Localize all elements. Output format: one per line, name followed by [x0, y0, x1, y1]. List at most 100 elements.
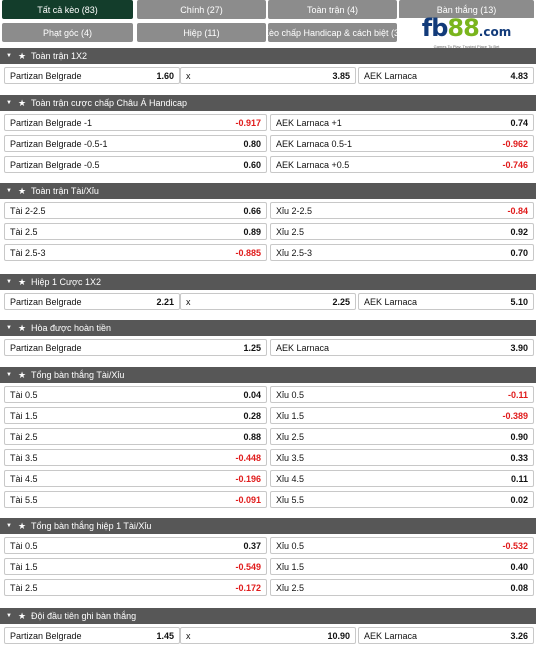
section-header[interactable]: ▼ ★ Tổng bàn thắng Tài/Xỉu — [0, 367, 536, 383]
collapse-chevron-icon[interactable]: ▼ — [6, 613, 12, 619]
odds-cell[interactable]: Xỉu 2-2.5 -0.84 — [270, 202, 534, 219]
tab-all-markets[interactable]: Tất cả kèo (83) — [2, 0, 133, 19]
favorite-star-icon[interactable]: ★ — [18, 185, 27, 196]
collapse-chevron-icon[interactable]: ▼ — [6, 325, 12, 331]
selection-label: x — [186, 296, 191, 307]
odds-cell[interactable]: Xỉu 1.5 0.40 — [270, 558, 534, 575]
odds-value: 0.88 — [243, 431, 261, 442]
tab-full-match[interactable]: Toàn trận (4) — [268, 0, 397, 19]
odds-cell[interactable]: Tài 1.5 -0.549 — [4, 558, 267, 575]
odds-cell[interactable]: AEK Larnaca 5.10 — [358, 293, 534, 310]
odds-cell[interactable]: AEK Larnaca 0.5-1 -0.962 — [270, 135, 534, 152]
odds-cell[interactable]: Xỉu 0.5 -0.11 — [270, 386, 534, 403]
favorite-star-icon[interactable]: ★ — [18, 50, 27, 61]
favorite-star-icon[interactable]: ★ — [18, 276, 27, 287]
selection-label: Partizan Belgrade -0.5-1 — [10, 138, 108, 149]
selection-label: AEK Larnaca — [364, 70, 418, 81]
section-header[interactable]: ▼ ★ Đội đầu tiên ghi bàn thắng — [0, 608, 536, 624]
tab-handicap[interactable]: Kèo chấp Handicap & cách biệt (3) — [268, 23, 397, 42]
favorite-star-icon[interactable]: ★ — [18, 369, 27, 380]
odds-row: Partizan Belgrade -0.5-1 0.80 AEK Larnaca … — [0, 135, 536, 152]
odds-cell[interactable]: Xỉu 2.5-3 0.70 — [270, 244, 534, 261]
selection-label: Tài 0.5 — [10, 389, 38, 400]
odds-cell[interactable]: AEK Larnaca +0.5 -0.746 — [270, 156, 534, 173]
odds-cell[interactable]: Tài 2.5 0.89 — [4, 223, 267, 240]
odds-cell[interactable]: Xỉu 2.5 0.92 — [270, 223, 534, 240]
odds-row: Partizan Belgrade 2.21 x 2.25 AEK Larnaca 5.1… — [0, 293, 536, 310]
selection-label: Xỉu 0.5 — [276, 389, 305, 400]
favorite-star-icon[interactable]: ★ — [18, 610, 27, 621]
odds-cell[interactable]: Tài 2.5 -0.172 — [4, 579, 267, 596]
collapse-chevron-icon[interactable]: ▼ — [6, 279, 12, 285]
odds-cell[interactable]: Xỉu 5.5 0.02 — [270, 491, 534, 508]
section-header[interactable]: ▼ ★ Toàn trận 1X2 — [0, 48, 536, 64]
odds-value: 0.80 — [243, 138, 261, 149]
odds-cell[interactable]: Xỉu 4.5 0.11 — [270, 470, 534, 487]
odds-cell[interactable]: Partizan Belgrade 1.45 — [4, 627, 180, 644]
odds-value: 5.10 — [510, 296, 528, 307]
odds-cell[interactable]: Partizan Belgrade 1.60 — [4, 67, 180, 84]
favorite-star-icon[interactable]: ★ — [18, 97, 27, 108]
odds-cell[interactable]: Partizan Belgrade -1 -0.917 — [4, 114, 267, 131]
section-header[interactable]: ▼ ★ Hiệp 1 Cược 1X2 — [0, 274, 536, 290]
section-title: Tổng bàn thắng hiệp 1 Tài/Xỉu — [31, 521, 152, 531]
odds-cell[interactable]: Tài 4.5 -0.196 — [4, 470, 267, 487]
odds-cell[interactable]: Tài 2.5-3 -0.885 — [4, 244, 267, 261]
odds-value: 0.28 — [243, 410, 261, 421]
collapse-chevron-icon[interactable]: ▼ — [6, 523, 12, 529]
odds-value: 1.25 — [243, 342, 261, 353]
odds-cell[interactable]: Xỉu 1.5 -0.389 — [270, 407, 534, 424]
odds-cell[interactable]: Tài 0.5 0.04 — [4, 386, 267, 403]
selection-label: Tài 2.5-3 — [10, 247, 46, 258]
odds-cell[interactable]: Tài 3.5 -0.448 — [4, 449, 267, 466]
selection-label: Tài 2-2.5 — [10, 205, 46, 216]
favorite-star-icon[interactable]: ★ — [18, 322, 27, 333]
odds-cell[interactable]: AEK Larnaca 4.83 — [358, 67, 534, 84]
collapse-chevron-icon[interactable]: ▼ — [6, 372, 12, 378]
odds-cell[interactable]: AEK Larnaca +1 0.74 — [270, 114, 534, 131]
odds-cell[interactable]: Xỉu 3.5 0.33 — [270, 449, 534, 466]
collapse-chevron-icon[interactable]: ▼ — [6, 53, 12, 59]
section-header[interactable]: ▼ ★ Toàn trận Tài/Xỉu — [0, 183, 536, 199]
section-header[interactable]: ▼ ★ Hòa được hoàn tiền — [0, 320, 536, 336]
odds-cell[interactable]: Partizan Belgrade -0.5 0.60 — [4, 156, 267, 173]
odds-cell[interactable]: Partizan Belgrade 1.25 — [4, 339, 267, 356]
selection-label: Tài 0.5 — [10, 540, 38, 551]
odds-cell[interactable]: AEK Larnaca 3.26 — [358, 627, 534, 644]
odds-cell[interactable]: Xỉu 0.5 -0.532 — [270, 537, 534, 554]
odds-value: 2.21 — [156, 296, 174, 307]
odds-cell[interactable]: Xỉu 2.5 0.90 — [270, 428, 534, 445]
tab-main[interactable]: Chính (27) — [137, 0, 266, 19]
tab-corners[interactable]: Phạt góc (4) — [2, 23, 133, 42]
section-header[interactable]: ▼ ★ Tổng bàn thắng hiệp 1 Tài/Xỉu — [0, 518, 536, 534]
favorite-star-icon[interactable]: ★ — [18, 520, 27, 531]
odds-cell[interactable]: x 2.25 — [180, 293, 356, 310]
odds-value: 0.60 — [243, 159, 261, 170]
selection-label: Xỉu 1.5 — [276, 410, 305, 421]
section-header[interactable]: ▼ ★ Toàn trận cược chấp Châu Á Handicap — [0, 95, 536, 111]
odds-cell[interactable]: Tài 1.5 0.28 — [4, 407, 267, 424]
odds-cell[interactable]: Tài 2-2.5 0.66 — [4, 202, 267, 219]
selection-label: Xỉu 2.5-3 — [276, 247, 313, 258]
odds-cell[interactable]: Xỉu 2.5 0.08 — [270, 579, 534, 596]
odds-value: 0.04 — [243, 389, 261, 400]
odds-value: 3.90 — [510, 342, 528, 353]
odds-cell[interactable]: x 3.85 — [180, 67, 356, 84]
tab-half[interactable]: Hiệp (11) — [137, 23, 266, 42]
odds-cell[interactable]: Tài 2.5 0.88 — [4, 428, 267, 445]
odds-cell[interactable]: AEK Larnaca 3.90 — [270, 339, 534, 356]
odds-value: -0.172 — [235, 582, 261, 593]
fb88-logo: fb88.com Games To Play. Trusted Place To… — [399, 16, 534, 49]
collapse-chevron-icon[interactable]: ▼ — [6, 100, 12, 106]
odds-value: -0.549 — [235, 561, 261, 572]
collapse-chevron-icon[interactable]: ▼ — [6, 188, 12, 194]
tab-goals[interactable]: Bàn thắng (13) — [399, 0, 534, 19]
odds-cell[interactable]: Tài 5.5 -0.091 — [4, 491, 267, 508]
odds-row: Partizan Belgrade 1.45 x 10.90 AEK Larnaca 3.… — [0, 627, 536, 644]
odds-cell[interactable]: Tài 0.5 0.37 — [4, 537, 267, 554]
section-title: Hiệp 1 Cược 1X2 — [31, 277, 101, 287]
odds-cell[interactable]: x 10.90 — [180, 627, 356, 644]
odds-cell[interactable]: Partizan Belgrade 2.21 — [4, 293, 180, 310]
odds-cell[interactable]: Partizan Belgrade -0.5-1 0.80 — [4, 135, 267, 152]
odds-value: -0.962 — [502, 138, 528, 149]
